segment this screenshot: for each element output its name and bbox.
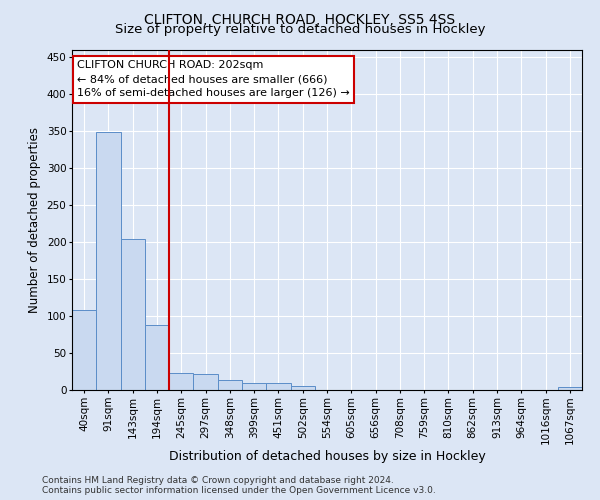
Bar [242,384,266,390]
Bar [169,373,193,390]
X-axis label: Distribution of detached houses by size in Hockley: Distribution of detached houses by size … [169,450,485,462]
Bar [290,386,315,390]
Text: Contains HM Land Registry data © Crown copyright and database right 2024.
Contai: Contains HM Land Registry data © Crown c… [42,476,436,495]
Bar [72,310,96,390]
Y-axis label: Number of detached properties: Number of detached properties [28,127,41,313]
Text: Size of property relative to detached houses in Hockley: Size of property relative to detached ho… [115,22,485,36]
Bar [145,325,169,390]
Bar [193,374,218,390]
Bar [121,239,145,390]
Bar [558,387,582,390]
Text: CLIFTON, CHURCH ROAD, HOCKLEY, SS5 4SS: CLIFTON, CHURCH ROAD, HOCKLEY, SS5 4SS [145,12,455,26]
Text: CLIFTON CHURCH ROAD: 202sqm
← 84% of detached houses are smaller (666)
16% of se: CLIFTON CHURCH ROAD: 202sqm ← 84% of det… [77,60,350,98]
Bar [218,380,242,390]
Bar [96,132,121,390]
Bar [266,384,290,390]
